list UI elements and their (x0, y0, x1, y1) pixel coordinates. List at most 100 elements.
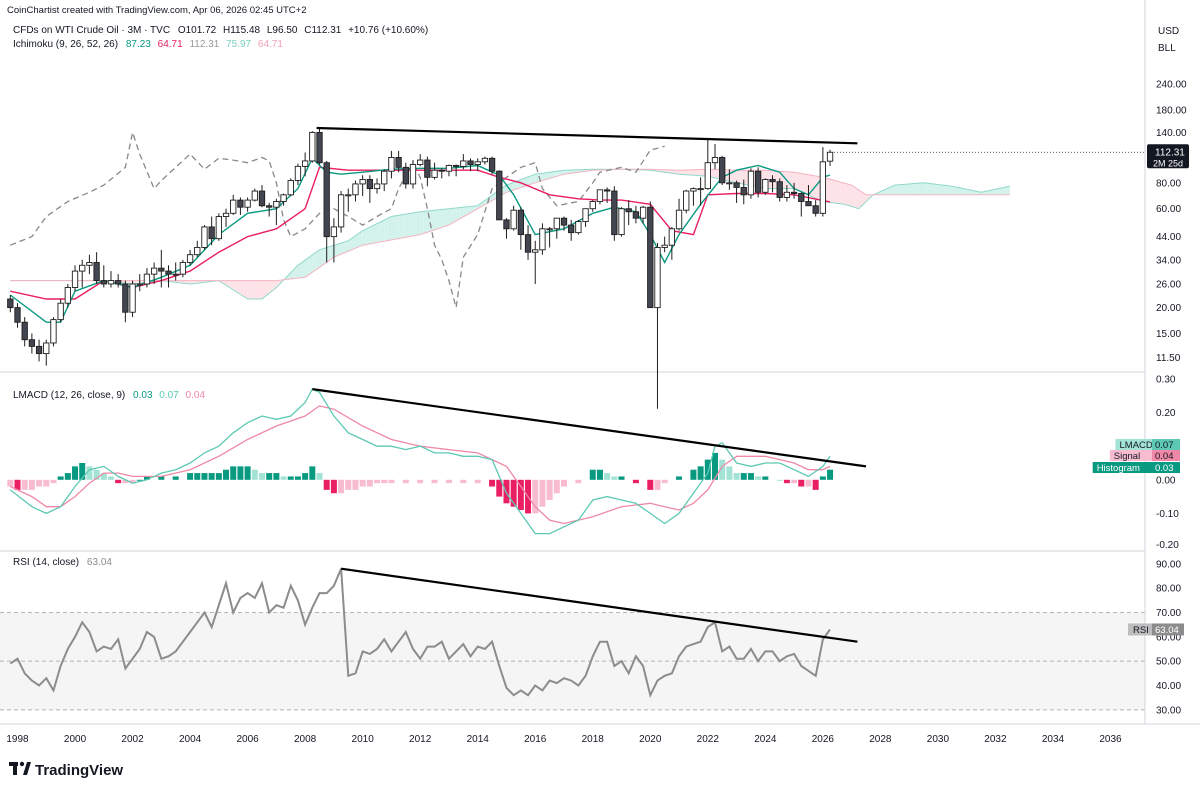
span-a-line (10, 168, 1010, 300)
candle-body (381, 170, 388, 185)
price-resistance-trendline[interactable] (316, 126, 858, 145)
candle-body (762, 179, 769, 193)
macd-histogram-bar (676, 476, 683, 480)
cloud-segment (686, 169, 690, 175)
candle-body (675, 209, 683, 230)
candle (603, 187, 611, 203)
candle-body (532, 249, 539, 253)
candle-body (424, 159, 431, 178)
cloud-segment (528, 175, 532, 186)
macd-histogram-bar (431, 479, 438, 484)
candle-body (460, 160, 467, 167)
cloud-segment (254, 280, 259, 300)
cloud-segment (912, 183, 917, 195)
candle (115, 274, 122, 288)
macd-histogram-bar (258, 473, 265, 480)
candle (179, 259, 187, 278)
rsi-trendline[interactable] (340, 567, 858, 643)
macd-tag-name: Histogram (1097, 463, 1140, 474)
macd-trendline[interactable] (312, 388, 867, 468)
candle-body (546, 228, 553, 231)
macd-histogram-bar (747, 473, 754, 480)
cloud-segment (840, 182, 845, 205)
candle-body (611, 190, 618, 236)
cloud-segment (236, 280, 241, 295)
candle (560, 216, 568, 231)
candle (553, 217, 560, 239)
candle-body (237, 199, 244, 208)
candle (790, 182, 798, 199)
cloud-segment (344, 240, 349, 253)
candle-body (769, 179, 776, 183)
cloud-segment (927, 183, 931, 195)
cloud-segment (711, 169, 715, 178)
cloud-segment (323, 247, 327, 265)
macd-histogram-bar (194, 473, 201, 480)
candle-body (618, 208, 625, 236)
cloud-segment (261, 280, 266, 300)
candle-body (417, 159, 424, 165)
candle (668, 226, 676, 260)
cloud-segment (955, 186, 960, 195)
macd-histogram-bar (474, 479, 481, 484)
candle (79, 259, 86, 288)
candle-body (14, 307, 21, 323)
cloud-segment (693, 169, 698, 176)
candle (294, 163, 302, 186)
time-axis-tick: 2010 (352, 734, 375, 745)
time-axis-tick: 2036 (1099, 734, 1122, 745)
cloud-segment (553, 171, 557, 178)
macd-histogram-bar (230, 466, 237, 480)
time-axis-tick: 2030 (927, 734, 950, 745)
candle-body (582, 208, 589, 223)
macd-histogram-bar (460, 479, 467, 484)
candle (230, 194, 237, 215)
rsi-axis-tick: 90.00 (1156, 559, 1181, 570)
symbol-legend[interactable]: CFDs on WTI Crude Oil · 3M · TVC O101.72… (13, 25, 428, 36)
macd-axis-tick: 0.20 (1156, 408, 1176, 419)
macd-tag-name-bg (1092, 462, 1152, 473)
candle (539, 223, 546, 255)
macd-histogram-bar (618, 476, 625, 480)
candle (496, 170, 503, 221)
tradingview-logo[interactable]: TradingView (9, 761, 123, 779)
macd-legend[interactable]: LMACD (12, 26, close, 9) 0.03 0.07 0.04 (13, 390, 205, 401)
cloud-segment (948, 185, 953, 195)
candle-body (373, 183, 381, 190)
cloud-segment (290, 268, 295, 279)
currency-label[interactable]: USD (1158, 26, 1179, 37)
cloud-segment (894, 184, 899, 195)
macd-histogram-bar (575, 479, 582, 484)
macd-histogram-bar (215, 473, 222, 480)
macd-histogram-bar (496, 479, 503, 497)
cloud-segment (934, 184, 938, 195)
candle-body (337, 194, 345, 228)
rsi-pane (9, 567, 858, 699)
cloud-segment (402, 214, 406, 238)
cloud-segment (851, 185, 856, 208)
macd-histogram-bar (273, 473, 280, 480)
candle (719, 155, 726, 186)
price-trendline[interactable] (316, 126, 858, 145)
candle (86, 254, 93, 275)
cloud-segment (366, 226, 370, 245)
candle-body (64, 287, 71, 304)
rsi-legend[interactable]: RSI (14, close) 63.04 (13, 557, 112, 568)
candle (158, 249, 165, 288)
candle (201, 225, 208, 250)
candle-body (395, 157, 402, 168)
candle (661, 236, 668, 253)
macd-histogram-bar (711, 452, 718, 480)
cloud-segment (549, 171, 554, 179)
rsi-axis-tick: 70.00 (1156, 608, 1181, 619)
macd-histogram-bar (755, 476, 762, 480)
ichimoku-legend[interactable]: Ichimoku (9, 26, 52, 26) 87.23 64.71 112… (13, 39, 283, 50)
candle-body (402, 166, 409, 185)
macd-histogram-bar (539, 479, 546, 507)
candle-body (122, 283, 129, 313)
cloud-segment (326, 246, 331, 262)
candle-body (661, 244, 668, 248)
macd-histogram-bar (697, 466, 704, 480)
cloud-segment (837, 181, 841, 204)
